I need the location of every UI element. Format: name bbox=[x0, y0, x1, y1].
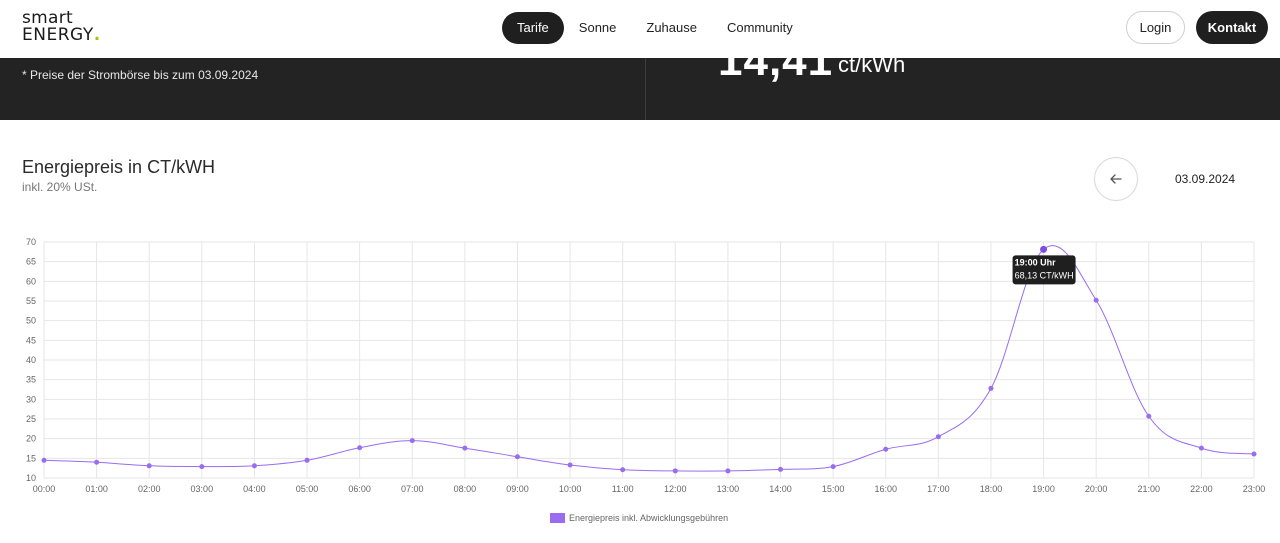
x-tick-label: 17:00 bbox=[927, 484, 950, 494]
data-point[interactable] bbox=[1198, 445, 1204, 451]
x-tick-label: 01:00 bbox=[85, 484, 108, 494]
x-tick-label: 02:00 bbox=[138, 484, 161, 494]
banner-divider bbox=[645, 58, 646, 120]
price-line-chart: 10 15 20 25 30 35 40 45 50 55 60 65 70 00:00 01:00 02:0… bbox=[26, 237, 1266, 523]
x-tick-label: 19:00 bbox=[1032, 484, 1055, 494]
data-point[interactable] bbox=[988, 385, 994, 391]
data-point[interactable] bbox=[883, 446, 889, 452]
data-point[interactable] bbox=[620, 467, 626, 473]
data-point[interactable] bbox=[41, 457, 47, 463]
data-point[interactable] bbox=[304, 457, 310, 463]
y-tick-label: 45 bbox=[26, 335, 36, 345]
chart-subtitle: inkl. 20% USt. bbox=[22, 180, 98, 194]
chart-title: Energiepreis in CT/kWH bbox=[22, 157, 216, 177]
brand-line-2-text: ENERGY bbox=[22, 25, 94, 45]
tooltip-value: 68,13 CT/kWH bbox=[1015, 270, 1074, 280]
x-tick-label: 03:00 bbox=[191, 484, 214, 494]
brand-line-1: smart bbox=[22, 8, 73, 28]
data-point[interactable] bbox=[1040, 245, 1048, 253]
x-tick-label: 07:00 bbox=[401, 484, 424, 494]
price-banner: * Preise der Strombörse bis zum 03.09.20… bbox=[0, 58, 1280, 120]
x-tick-label: 13:00 bbox=[717, 484, 740, 494]
current-price: 14,41 bbox=[718, 58, 834, 85]
nav-zuhause[interactable]: Zuhause bbox=[646, 19, 697, 35]
x-tick-label: 11:00 bbox=[612, 484, 634, 494]
x-tick-label: 23:00 bbox=[1243, 484, 1266, 494]
x-tick-label: 15:00 bbox=[822, 484, 845, 494]
y-tick-label: 20 bbox=[26, 434, 36, 444]
current-price-unit: ct/kWh bbox=[838, 58, 906, 77]
nav-tarife[interactable]: Tarife bbox=[502, 11, 564, 44]
x-tick-label: 04:00 bbox=[243, 484, 266, 494]
data-point[interactable] bbox=[514, 454, 520, 460]
chart-tooltip bbox=[1012, 255, 1076, 285]
x-tick-label: 12:00 bbox=[664, 484, 687, 494]
x-tick-label: 10:00 bbox=[559, 484, 582, 494]
nav-community[interactable]: Community bbox=[726, 19, 793, 35]
data-point[interactable] bbox=[567, 462, 573, 468]
tooltip-time: 19:00 Uhr bbox=[1015, 257, 1057, 267]
x-tick-label: 09:00 bbox=[506, 484, 529, 494]
data-point[interactable] bbox=[778, 466, 784, 472]
arrow-left-icon bbox=[1110, 174, 1122, 184]
data-point[interactable] bbox=[357, 445, 363, 451]
y-tick-label: 70 bbox=[26, 237, 36, 247]
contact-button[interactable]: Kontakt bbox=[1196, 11, 1268, 44]
data-point[interactable] bbox=[725, 468, 731, 474]
brand-dot: . bbox=[93, 25, 101, 45]
y-tick-label: 10 bbox=[26, 473, 36, 483]
selected-date: 03.09.2024 bbox=[1175, 172, 1236, 186]
x-tick-label: 20:00 bbox=[1085, 484, 1108, 494]
x-tick-label: 06:00 bbox=[348, 484, 371, 494]
data-point[interactable] bbox=[462, 445, 468, 451]
y-tick-label: 65 bbox=[26, 257, 36, 267]
x-tick-label: 14:00 bbox=[769, 484, 792, 494]
data-point[interactable] bbox=[199, 464, 205, 470]
x-tick-label: 18:00 bbox=[980, 484, 1003, 494]
x-tick-label: 22:00 bbox=[1190, 484, 1213, 494]
previous-day-button[interactable] bbox=[1094, 157, 1138, 201]
data-point[interactable] bbox=[409, 438, 415, 444]
data-point[interactable] bbox=[1093, 297, 1099, 303]
x-tick-label: 05:00 bbox=[296, 484, 319, 494]
legend-label: Energiepreis inkl. Abwicklungsgebühren bbox=[569, 513, 728, 523]
y-tick-label: 30 bbox=[26, 394, 36, 404]
data-point[interactable] bbox=[1146, 413, 1152, 419]
y-tick-label: 50 bbox=[26, 316, 36, 326]
top-navbar: smart ENERGY. Tarife Sonne Zuhause Commu… bbox=[0, 0, 1280, 58]
y-tick-label: 60 bbox=[26, 276, 36, 286]
data-point[interactable] bbox=[672, 468, 678, 474]
brand-logo[interactable]: smart ENERGY. bbox=[22, 10, 101, 44]
y-tick-label: 55 bbox=[26, 296, 36, 306]
nav-sonne[interactable]: Sonne bbox=[578, 19, 617, 35]
data-point[interactable] bbox=[1251, 451, 1257, 457]
y-tick-label: 25 bbox=[26, 414, 36, 424]
x-tick-label: 16:00 bbox=[874, 484, 897, 494]
data-point[interactable] bbox=[830, 464, 836, 470]
data-point[interactable] bbox=[935, 434, 941, 440]
x-tick-label: 00:00 bbox=[33, 484, 56, 494]
price-note: * Preise der Strombörse bis zum 03.09.20… bbox=[22, 68, 259, 82]
data-point[interactable] bbox=[94, 459, 100, 465]
main-nav: Tarife Sonne Zuhause Community bbox=[502, 11, 808, 44]
x-tick-label: 08:00 bbox=[454, 484, 477, 494]
legend-swatch bbox=[550, 513, 565, 523]
y-tick-label: 40 bbox=[26, 355, 36, 365]
data-point[interactable] bbox=[146, 463, 152, 469]
data-point[interactable] bbox=[251, 463, 257, 469]
y-tick-label: 15 bbox=[26, 453, 36, 463]
x-tick-label: 21:00 bbox=[1138, 484, 1161, 494]
y-tick-label: 35 bbox=[26, 375, 36, 385]
login-button[interactable]: Login bbox=[1126, 11, 1185, 44]
brand-line-2: ENERGY. bbox=[22, 27, 101, 44]
